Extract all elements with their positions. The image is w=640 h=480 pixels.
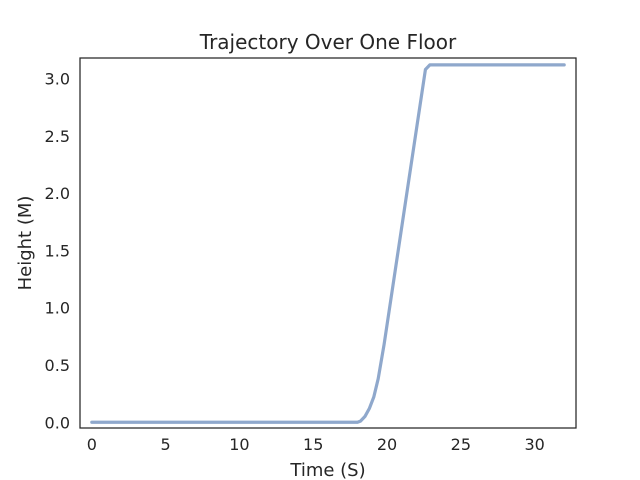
y-tick-label: 0.5	[45, 356, 70, 375]
data-point	[91, 421, 93, 423]
y-axis-label: Height (M)	[15, 196, 36, 291]
y-tick-labels: 0.0 0.5 1.0 1.5 2.0 2.5 3.0	[45, 70, 70, 433]
x-tick-label: 5	[161, 435, 171, 454]
plot-area	[79, 57, 577, 429]
x-tick-label: 25	[451, 435, 471, 454]
y-tick-label: 1.5	[45, 241, 70, 260]
x-tick-label: 10	[229, 435, 249, 454]
data-point	[364, 415, 366, 418]
data-point	[373, 396, 375, 398]
plot-frame	[79, 57, 577, 429]
y-tick-label: 2.5	[45, 127, 70, 146]
series-layer	[90, 63, 566, 424]
y-tick-label: 2.0	[45, 184, 70, 203]
data-point	[377, 378, 379, 380]
y-tick-label: 0.0	[45, 413, 70, 432]
x-tick-label: 15	[303, 435, 323, 454]
chart-title: Trajectory Over One Floor	[199, 30, 457, 54]
y-tick-label: 3.0	[45, 70, 70, 89]
x-tick-labels: 0 5 10 15 20 25 30	[87, 435, 545, 454]
x-tick-label: 0	[87, 435, 97, 454]
data-point	[424, 68, 427, 71]
x-axis-label: Time (S)	[289, 460, 365, 480]
data-point	[429, 64, 431, 66]
data-point	[383, 343, 385, 345]
y-tick-label: 1.0	[45, 299, 70, 318]
x-tick-label: 30	[524, 435, 544, 454]
data-point	[356, 421, 359, 423]
data-point	[563, 64, 565, 66]
x-tick-label: 20	[377, 435, 397, 454]
data-point	[359, 420, 362, 422]
data-point	[368, 407, 370, 410]
